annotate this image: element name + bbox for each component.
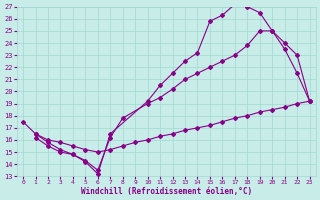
X-axis label: Windchill (Refroidissement éolien,°C): Windchill (Refroidissement éolien,°C) <box>81 187 252 196</box>
